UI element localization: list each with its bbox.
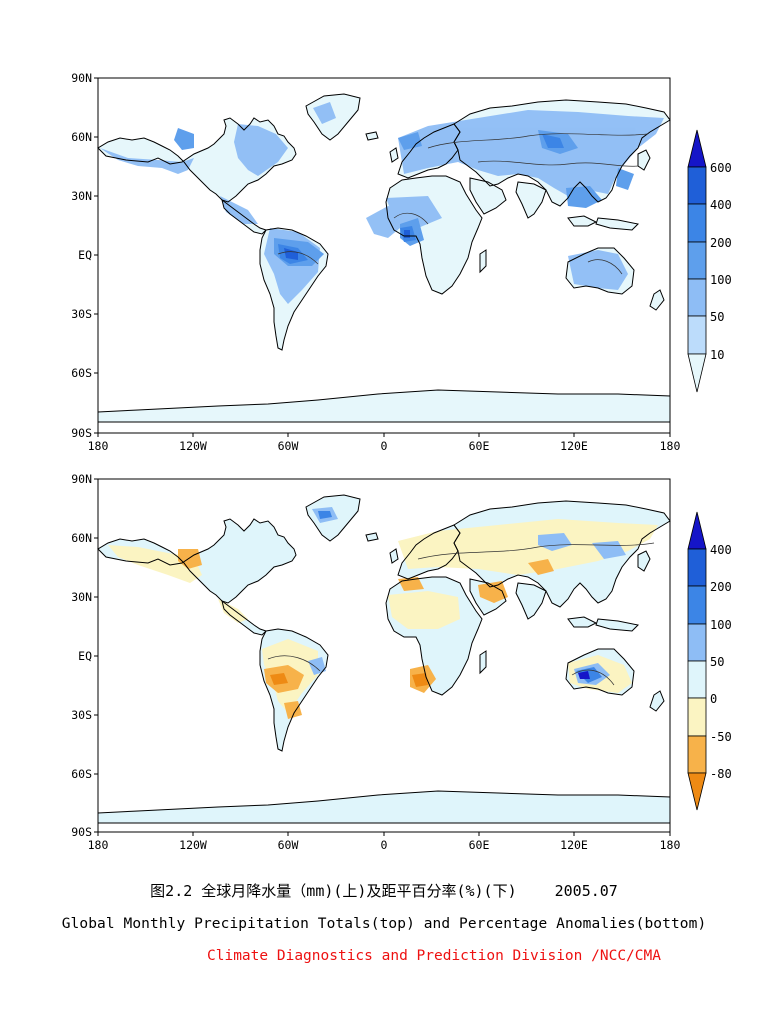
bottom-lon-label: 180 (88, 838, 109, 852)
figure-caption-chinese: 图2.2 全球月降水量（mm)(上)及距平百分率(%)(下) 2005.07 (0, 880, 768, 901)
top-lon-label: 60W (278, 439, 299, 453)
bottom-colorbar-label: -50 (710, 730, 732, 744)
bottom-colorbar-label: -80 (710, 767, 732, 781)
bottom-colorbar-label: 100 (710, 618, 732, 632)
bottom-colorbar-label: 400 (710, 543, 732, 557)
top-colorbar-label: 50 (710, 310, 724, 324)
bottom-lon-label: 60E (469, 838, 490, 852)
bottom-lon-label: 0 (381, 838, 388, 852)
top-lon-label: 180 (88, 439, 109, 453)
bottom-lon-label: 120E (560, 838, 588, 852)
top-colorbar (687, 129, 707, 393)
top-lon-label: 60E (469, 439, 490, 453)
top-precip-map: 90N 60N 30N EQ 30S 60S 90S 180 120W 60W … (71, 71, 680, 453)
bottom-lon-label: 60W (278, 838, 299, 852)
bottom-colorbar-label: 50 (710, 655, 724, 669)
bottom-anomaly-map: 90N 60N 30N EQ 30S 60S 90S 180 120W 60W … (71, 472, 680, 852)
bottom-lat-label: 60N (71, 531, 92, 545)
top-colorbar-label: 200 (710, 236, 732, 250)
top-colorbar-label: 10 (710, 348, 724, 362)
top-lon-label: 0 (381, 439, 388, 453)
top-colorbar-label: 400 (710, 198, 732, 212)
bottom-lat-label: 30S (71, 708, 92, 722)
top-lat-label: EQ (78, 248, 92, 262)
top-colorbar-label: 600 (710, 161, 732, 175)
bottom-lat-label: 30N (71, 590, 92, 604)
bottom-lat-label: 90N (71, 472, 92, 486)
top-lat-label: 30S (71, 307, 92, 321)
top-lat-label: 90N (71, 71, 92, 85)
caption-title: 图2.2 全球月降水量（mm)(上)及距平百分率(%)(下) (150, 882, 517, 900)
figure-caption-english: Global Monthly Precipitation Totals(top)… (61, 916, 707, 932)
bottom-colorbar-label: 0 (710, 692, 717, 706)
bottom-colorbar (687, 511, 707, 811)
top-lon-label: 120E (560, 439, 588, 453)
bottom-lon-label: 120W (179, 838, 207, 852)
top-colorbar-label: 100 (710, 273, 732, 287)
top-lat-label: 60S (71, 366, 92, 380)
bottom-lat-label: 60S (71, 767, 92, 781)
top-lon-label: 120W (179, 439, 207, 453)
caption-date: 2005.07 (554, 882, 618, 900)
top-lat-label: 90S (71, 426, 92, 440)
bottom-lat-label: 90S (71, 825, 92, 839)
bottom-colorbar-label: 200 (710, 580, 732, 594)
top-lon-label: 180 (660, 439, 681, 453)
bottom-lon-label: 180 (660, 838, 681, 852)
figure-credit: Climate Diagnostics and Prediction Divis… (207, 948, 661, 964)
top-lat-label: 60N (71, 130, 92, 144)
top-lat-label: 30N (71, 189, 92, 203)
bottom-lat-label: EQ (78, 649, 92, 663)
